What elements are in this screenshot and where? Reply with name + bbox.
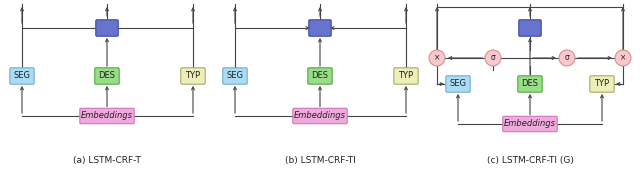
FancyBboxPatch shape [10, 68, 34, 84]
Text: TYP: TYP [399, 71, 413, 81]
Text: Embeddings: Embeddings [81, 111, 133, 121]
Text: DES: DES [312, 71, 328, 81]
FancyBboxPatch shape [95, 68, 119, 84]
Text: TYP: TYP [186, 71, 200, 81]
Text: ×: × [434, 54, 440, 62]
FancyBboxPatch shape [590, 76, 614, 92]
FancyBboxPatch shape [293, 108, 347, 124]
Text: Embeddings: Embeddings [294, 111, 346, 121]
Text: DES: DES [522, 80, 538, 89]
Text: SEG: SEG [227, 71, 243, 81]
Text: DES: DES [99, 71, 115, 81]
Circle shape [559, 50, 575, 66]
Text: σ: σ [564, 54, 570, 62]
Text: TYP: TYP [595, 80, 609, 89]
FancyBboxPatch shape [446, 76, 470, 92]
Text: Embeddings: Embeddings [504, 120, 556, 128]
Text: (b) LSTM-CRF-TI: (b) LSTM-CRF-TI [285, 156, 355, 166]
Text: SEG: SEG [13, 71, 31, 81]
Circle shape [615, 50, 631, 66]
FancyBboxPatch shape [96, 20, 118, 36]
FancyBboxPatch shape [80, 108, 134, 124]
Circle shape [485, 50, 501, 66]
FancyBboxPatch shape [181, 68, 205, 84]
Circle shape [429, 50, 445, 66]
Text: ×: × [620, 54, 626, 62]
Text: (a) LSTM-CRF-T: (a) LSTM-CRF-T [73, 156, 141, 166]
FancyBboxPatch shape [518, 76, 542, 92]
FancyBboxPatch shape [519, 20, 541, 36]
Text: σ: σ [491, 54, 495, 62]
Text: SEG: SEG [449, 80, 467, 89]
FancyBboxPatch shape [309, 20, 332, 36]
FancyBboxPatch shape [503, 116, 557, 132]
FancyBboxPatch shape [308, 68, 332, 84]
Text: (c) LSTM-CRF-TI (G): (c) LSTM-CRF-TI (G) [486, 156, 573, 166]
FancyBboxPatch shape [223, 68, 247, 84]
FancyBboxPatch shape [394, 68, 418, 84]
